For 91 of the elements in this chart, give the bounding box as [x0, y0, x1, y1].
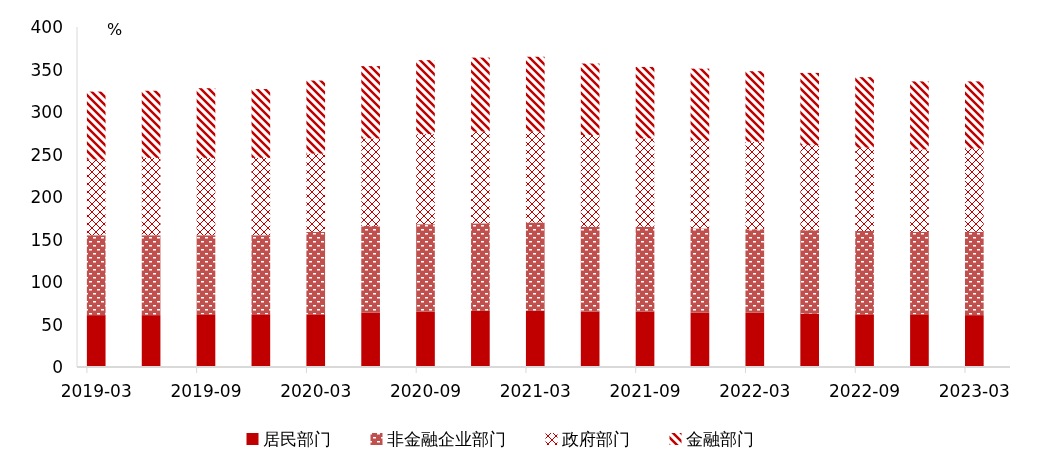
bar	[965, 315, 984, 367]
bar	[416, 60, 435, 135]
x-tick-label: 2021-03	[499, 381, 571, 401]
bar	[635, 226, 655, 312]
bar	[690, 312, 710, 367]
bar	[965, 231, 984, 316]
bar	[910, 314, 929, 367]
bar	[196, 235, 216, 315]
bar	[525, 56, 545, 132]
bar	[86, 91, 106, 160]
bar	[635, 66, 655, 139]
bar	[196, 157, 216, 236]
y-tick-label: 0	[52, 357, 63, 377]
bar	[141, 235, 161, 316]
bar	[251, 314, 271, 367]
bar	[416, 311, 435, 367]
bar	[580, 63, 600, 135]
bar	[471, 131, 490, 224]
bar	[416, 134, 435, 225]
y-axis-title: %	[107, 20, 123, 39]
x-tick-label: 2020-09	[389, 381, 462, 401]
bar	[690, 228, 710, 313]
bar	[800, 145, 820, 231]
bar	[910, 81, 929, 150]
bar	[471, 310, 490, 367]
bar	[251, 157, 271, 236]
x-tick-label: 2019-09	[170, 381, 242, 401]
x-tick-label: 2020-03	[280, 381, 352, 401]
bar	[141, 157, 161, 236]
bar	[471, 57, 490, 132]
bar	[196, 314, 216, 367]
x-tick-label: 2023-03	[938, 381, 1010, 401]
bar	[855, 147, 874, 231]
bar	[196, 88, 216, 158]
y-tick-label: 400	[30, 17, 63, 37]
bar	[141, 90, 161, 158]
bar	[745, 229, 765, 313]
legend-label: 居民部门	[262, 429, 331, 449]
bar	[635, 138, 655, 227]
bar	[580, 226, 600, 312]
bar	[965, 148, 984, 232]
bar	[86, 315, 106, 367]
bar	[800, 313, 820, 367]
x-tick-label: 2022-09	[829, 381, 901, 401]
y-tick-label: 50	[41, 314, 63, 335]
bar	[361, 138, 380, 226]
bar	[855, 314, 874, 367]
bar	[910, 149, 929, 232]
legend-label: 金融部门	[685, 429, 754, 449]
bar	[306, 80, 326, 154]
bar	[471, 223, 490, 311]
bar	[745, 312, 765, 367]
legend-label: 非金融企业部门	[386, 429, 506, 449]
bar	[910, 231, 929, 315]
bar	[690, 140, 710, 229]
x-tick-label: 2019-03	[60, 381, 132, 401]
bar	[525, 131, 545, 223]
bar	[580, 134, 600, 227]
bar	[416, 224, 435, 312]
bar	[965, 81, 984, 149]
bar	[306, 153, 326, 232]
bar	[306, 231, 326, 315]
bar	[86, 235, 106, 316]
bar	[525, 222, 545, 311]
x-tick-label: 2021-09	[609, 381, 681, 401]
bar	[690, 68, 710, 141]
bar	[141, 315, 161, 367]
bar	[361, 225, 380, 313]
y-tick-label: 300	[30, 102, 63, 122]
bar	[306, 314, 326, 367]
bar	[251, 89, 271, 158]
bar	[251, 235, 271, 315]
y-tick-label: 150	[30, 229, 63, 250]
bar	[855, 231, 874, 315]
y-tick-label: 200	[30, 187, 63, 207]
bar	[361, 66, 380, 139]
legend-label: 政府部门	[561, 429, 630, 449]
bar	[800, 72, 820, 146]
bar	[635, 311, 655, 367]
bar	[855, 77, 874, 148]
y-tick-label: 350	[30, 59, 63, 80]
x-tick-label: 2022-03	[719, 381, 791, 401]
bar	[580, 311, 600, 367]
y-tick-label: 250	[30, 144, 63, 165]
bar	[745, 71, 765, 142]
bar	[800, 230, 820, 314]
bar	[86, 159, 106, 236]
bar	[745, 141, 765, 230]
y-tick-label: 100	[30, 272, 63, 292]
bar	[361, 312, 380, 367]
bar	[525, 310, 545, 367]
